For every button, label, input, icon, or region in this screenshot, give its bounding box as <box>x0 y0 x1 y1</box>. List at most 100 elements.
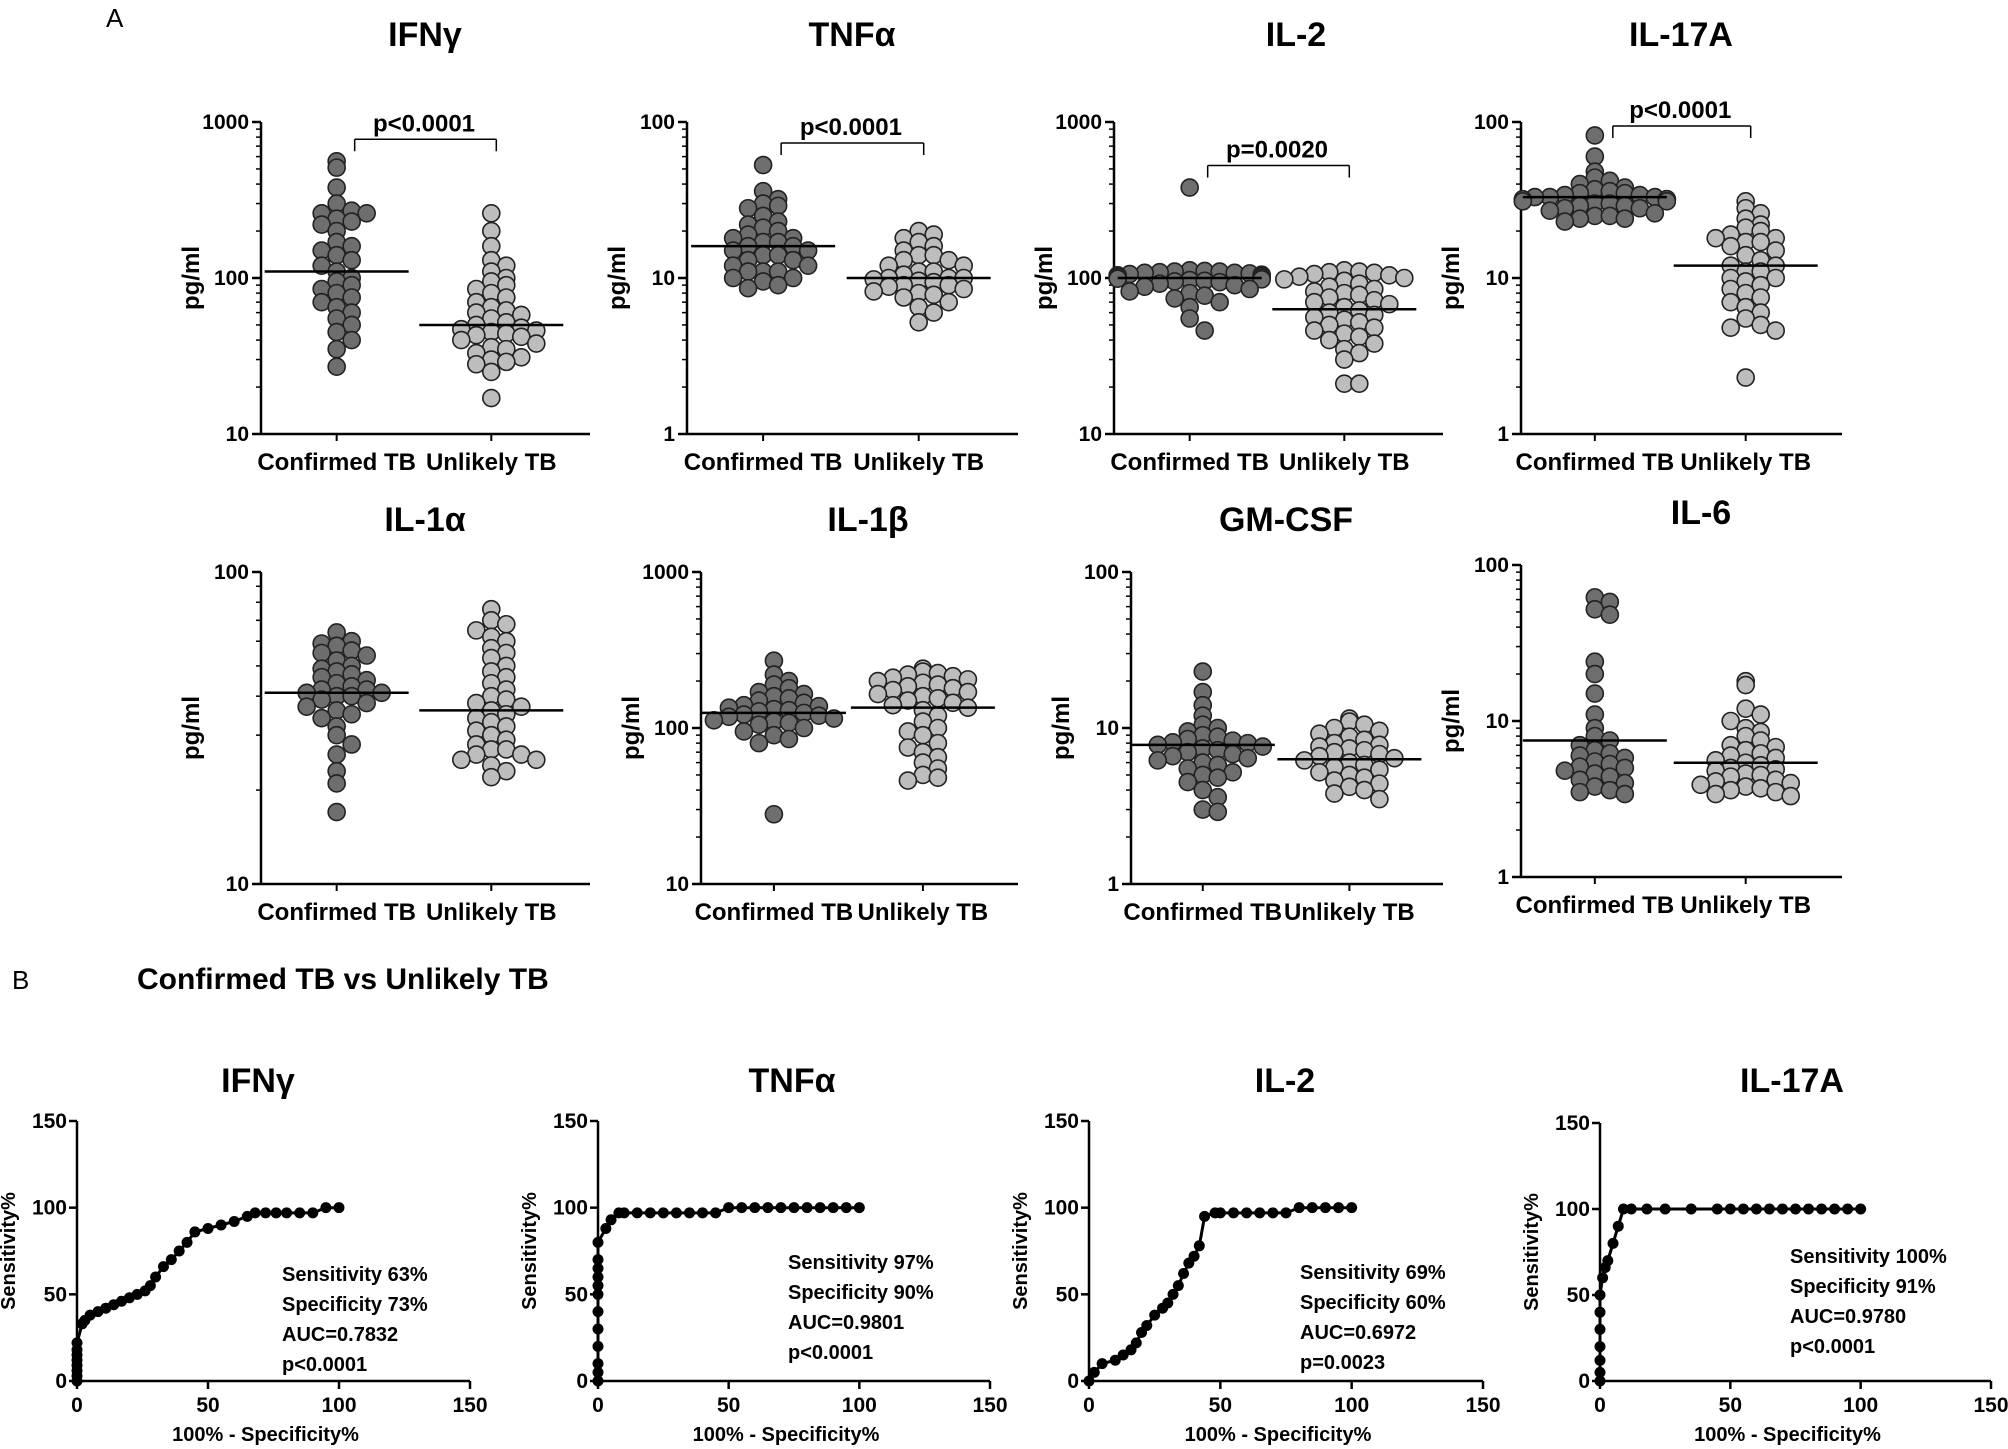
roc-point <box>320 1202 332 1214</box>
data-point <box>1585 126 1605 145</box>
roc-point <box>592 1323 604 1335</box>
data-point <box>1721 711 1740 731</box>
data-point <box>939 292 959 312</box>
data-point <box>1193 800 1213 819</box>
data-point <box>496 352 516 372</box>
category-label: Unlikely TB <box>1680 892 1811 919</box>
y-axis-label: pg/ml <box>1438 689 1465 753</box>
y-tick-label: 10 <box>652 267 675 290</box>
roc-point <box>270 1207 282 1219</box>
roc-point <box>1594 1341 1606 1353</box>
data-point <box>1395 268 1414 288</box>
y-tick-label: 150 <box>1555 1112 1590 1135</box>
roc-point <box>736 1202 748 1214</box>
roc-plot-1: IFNγ 0 50 100 150 0 50 100 150 Sensitivity% 100% -… <box>0 1062 488 1446</box>
data-point <box>883 695 903 715</box>
data-point <box>864 282 884 301</box>
data-point <box>1691 775 1710 795</box>
roc-point <box>1607 1237 1619 1249</box>
data-point <box>798 256 818 275</box>
data-point <box>357 646 376 665</box>
data-point <box>1585 664 1605 684</box>
y-tick-label: 150 <box>32 1110 67 1133</box>
y-tick-label: 50 <box>1056 1283 1079 1306</box>
data-point <box>1540 201 1560 221</box>
roc-plot-3: IL-2 0 50 100 150 0 50 100 150 Sensitivity% 100% -… <box>1010 1062 1501 1446</box>
data-point <box>342 330 361 350</box>
data-point <box>1600 206 1620 226</box>
data-point <box>1253 737 1273 756</box>
y-tick-label: 0 <box>1578 1370 1590 1393</box>
data-point <box>924 303 944 322</box>
data-point <box>451 750 471 770</box>
dot-plot-5: IL-1α 10 100 pg/ml Confirmed TB Unlikely TB <box>178 501 590 926</box>
roc-point <box>1750 1203 1762 1215</box>
x-tick-label: 0 <box>1594 1394 1606 1417</box>
x-tick-label: 150 <box>972 1394 1007 1417</box>
data-point <box>1600 605 1620 625</box>
roc-point <box>631 1207 643 1219</box>
y-tick-label: 1000 <box>642 561 689 584</box>
x-tick-label: 100 <box>1843 1394 1878 1417</box>
y-tick-label: 50 <box>1567 1284 1590 1307</box>
data-point <box>1325 784 1344 803</box>
roc-point <box>1162 1297 1174 1309</box>
category-label: Unlikely TB <box>1680 449 1811 476</box>
y-tick-label: 100 <box>654 717 689 740</box>
y-tick-label: 1000 <box>1055 111 1102 134</box>
roc-point <box>249 1207 261 1219</box>
y-tick-label: 0 <box>1067 1370 1079 1393</box>
x-axis-label: 100% - Specificity% <box>1694 1424 1881 1446</box>
data-point <box>719 707 739 727</box>
roc-point <box>1803 1203 1815 1215</box>
data-point <box>1355 780 1374 800</box>
data-point <box>1208 802 1228 822</box>
roc-stat-line: AUC=0.9801 <box>788 1312 904 1334</box>
roc-point <box>592 1236 604 1248</box>
y-tick-label: 100 <box>640 111 675 134</box>
plot-title: IL-1β <box>827 501 908 539</box>
data-point <box>868 684 888 704</box>
roc-point <box>592 1262 604 1274</box>
y-tick-label: 10 <box>666 873 689 896</box>
y-tick-label: 1000 <box>202 111 249 134</box>
roc-point <box>1214 1207 1226 1219</box>
data-point <box>466 354 486 374</box>
data-point <box>1781 786 1800 806</box>
data-point <box>1615 209 1635 228</box>
roc-point <box>762 1202 774 1214</box>
x-tick-label: 100 <box>842 1394 877 1417</box>
x-axis-label: 100% - Specificity% <box>172 1424 359 1446</box>
roc-point <box>1306 1202 1318 1214</box>
roc-point <box>1167 1288 1179 1300</box>
roc-point <box>1594 1323 1606 1335</box>
roc-plot-2: TNFα 0 50 100 150 0 50 100 150 Sensitivity% 100% -… <box>519 1062 1008 1446</box>
roc-stat-line: Sensitivity 100% <box>1790 1246 1947 1268</box>
roc-plot-4: IL-17A 0 50 100 150 0 50 100 150 Sensitivity% 100%… <box>1521 1062 2008 1446</box>
data-point <box>511 327 531 347</box>
data-point <box>312 690 331 709</box>
roc-stat-line: p=0.0023 <box>1300 1352 1385 1374</box>
roc-point <box>683 1207 695 1219</box>
data-point <box>898 722 918 741</box>
roc-point <box>1641 1203 1653 1215</box>
data-point <box>1195 321 1214 340</box>
x-tick-label: 50 <box>717 1394 740 1417</box>
data-point <box>357 693 376 713</box>
roc-point <box>1659 1203 1671 1215</box>
data-point <box>1320 330 1339 350</box>
roc-point <box>260 1207 272 1219</box>
roc-point <box>144 1280 156 1292</box>
roc-point <box>228 1216 240 1228</box>
data-point <box>1370 789 1389 809</box>
x-axis-label: 100% - Specificity% <box>1185 1424 1372 1446</box>
data-point <box>764 804 784 824</box>
data-point <box>1513 192 1533 211</box>
roc-point <box>1816 1203 1828 1215</box>
roc-point <box>1280 1207 1292 1219</box>
data-point <box>898 771 918 790</box>
data-point <box>327 802 346 822</box>
data-point <box>327 178 346 197</box>
roc-point <box>657 1207 669 1219</box>
data-point <box>496 614 516 634</box>
